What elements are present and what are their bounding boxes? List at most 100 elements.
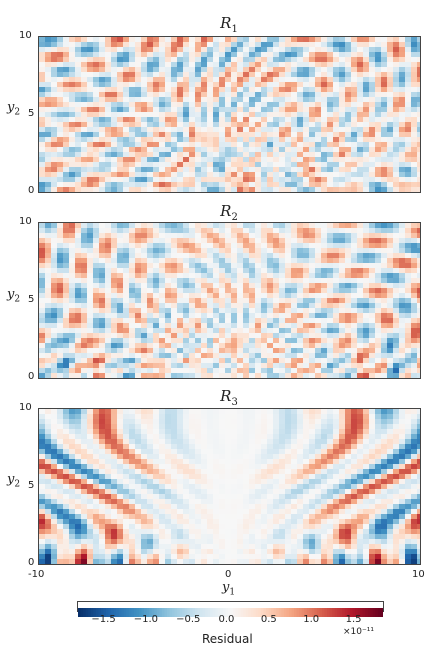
heatmap-cell xyxy=(321,107,328,113)
heatmap-cell xyxy=(51,424,58,430)
heatmap-cell xyxy=(195,353,202,359)
heatmap-cell xyxy=(249,82,256,88)
heatmap-cell xyxy=(315,117,322,123)
heatmap-cell xyxy=(219,52,226,58)
heatmap-cell xyxy=(345,434,352,440)
heatmap-cell xyxy=(237,142,244,148)
heatmap-cell xyxy=(303,338,310,344)
heatmap-cell xyxy=(351,414,358,420)
heatmap-cell xyxy=(57,112,64,118)
heatmap-cell xyxy=(369,263,376,269)
heatmap-cell xyxy=(375,368,382,374)
heatmap-cell xyxy=(249,358,256,364)
heatmap-cell xyxy=(381,439,388,445)
heatmap-cell xyxy=(165,449,172,455)
heatmap-cell xyxy=(387,253,394,259)
heatmap-cell xyxy=(135,233,142,239)
heatmap-cell xyxy=(213,57,220,63)
heatmap-cell xyxy=(153,414,160,420)
heatmap-cell xyxy=(231,469,238,475)
panel-3-ytick-5: 5 xyxy=(28,480,35,491)
heatmap-cell xyxy=(243,258,250,264)
heatmap-cell xyxy=(363,313,370,319)
heatmap-cell xyxy=(225,82,232,88)
heatmap-cell xyxy=(249,474,256,480)
heatmap-cell xyxy=(93,293,100,299)
heatmap-cell xyxy=(249,167,256,173)
heatmap-cell xyxy=(123,464,130,470)
heatmap-cell xyxy=(345,409,352,415)
heatmap-cell xyxy=(213,42,220,48)
heatmap-cell xyxy=(63,409,70,415)
heatmap-cell xyxy=(333,293,340,299)
heatmap-cell xyxy=(123,177,130,183)
heatmap-cell xyxy=(417,258,420,264)
heatmap-cell xyxy=(399,303,406,309)
heatmap-cell xyxy=(339,368,346,374)
heatmap-cell xyxy=(321,308,328,314)
heatmap-cell xyxy=(321,162,328,168)
heatmap-cell xyxy=(321,112,328,118)
heatmap-cell xyxy=(267,142,274,148)
heatmap-cell xyxy=(231,328,238,334)
heatmap-cell xyxy=(105,439,112,445)
heatmap-cell xyxy=(123,328,130,334)
heatmap-cell xyxy=(237,57,244,63)
heatmap-cell xyxy=(369,268,376,274)
heatmap-cell xyxy=(141,358,148,364)
heatmap-cell xyxy=(87,434,94,440)
heatmap-cell xyxy=(243,263,250,269)
heatmap-cell xyxy=(261,258,268,264)
heatmap-cell xyxy=(45,152,52,158)
heatmap-cell xyxy=(153,343,160,349)
heatmap-cell xyxy=(339,107,346,113)
heatmap-cell xyxy=(135,444,142,450)
heatmap-cell xyxy=(201,474,208,480)
heatmap-cell xyxy=(387,258,394,264)
heatmap-cell xyxy=(369,258,376,264)
heatmap-cell xyxy=(63,187,70,192)
heatmap-cell xyxy=(357,464,364,470)
heatmap-cell xyxy=(261,142,268,148)
heatmap-cell xyxy=(141,107,148,113)
heatmap-cell xyxy=(123,147,130,153)
heatmap-cell xyxy=(375,363,382,369)
heatmap-cell xyxy=(393,57,400,63)
heatmap-cell xyxy=(189,368,196,374)
heatmap-cell xyxy=(117,62,124,68)
heatmap-cell xyxy=(183,323,190,329)
heatmap-cell xyxy=(45,137,52,143)
heatmap-cell xyxy=(195,82,202,88)
heatmap-cell xyxy=(309,92,316,98)
heatmap-cell xyxy=(351,142,358,148)
heatmap-cell xyxy=(195,253,202,259)
heatmap-cell xyxy=(81,454,88,460)
heatmap-cell xyxy=(249,243,256,249)
heatmap-cell xyxy=(291,273,298,279)
heatmap-cell xyxy=(45,248,52,254)
heatmap-cell xyxy=(219,479,226,485)
heatmap-cell xyxy=(69,177,76,183)
heatmap-cell xyxy=(69,454,76,460)
heatmap-cell xyxy=(333,308,340,314)
heatmap-cell xyxy=(255,82,262,88)
heatmap-cell xyxy=(249,313,256,319)
heatmap-cell xyxy=(57,278,64,284)
heatmap-cell xyxy=(81,343,88,349)
heatmap-cell xyxy=(135,278,142,284)
heatmap-cell xyxy=(93,338,100,344)
heatmap-cell xyxy=(357,484,364,490)
heatmap-cell xyxy=(309,57,316,63)
heatmap-cell xyxy=(51,47,58,53)
heatmap-cell xyxy=(363,464,370,470)
heatmap-cell xyxy=(93,52,100,58)
heatmap-cell xyxy=(237,82,244,88)
heatmap-cell xyxy=(387,37,394,43)
heatmap-cell xyxy=(159,273,166,279)
heatmap-cell xyxy=(393,313,400,319)
heatmap-cell xyxy=(153,273,160,279)
heatmap-cell xyxy=(273,293,280,299)
heatmap-cell xyxy=(351,343,358,349)
heatmap-cell xyxy=(273,77,280,83)
heatmap-cell xyxy=(291,82,298,88)
